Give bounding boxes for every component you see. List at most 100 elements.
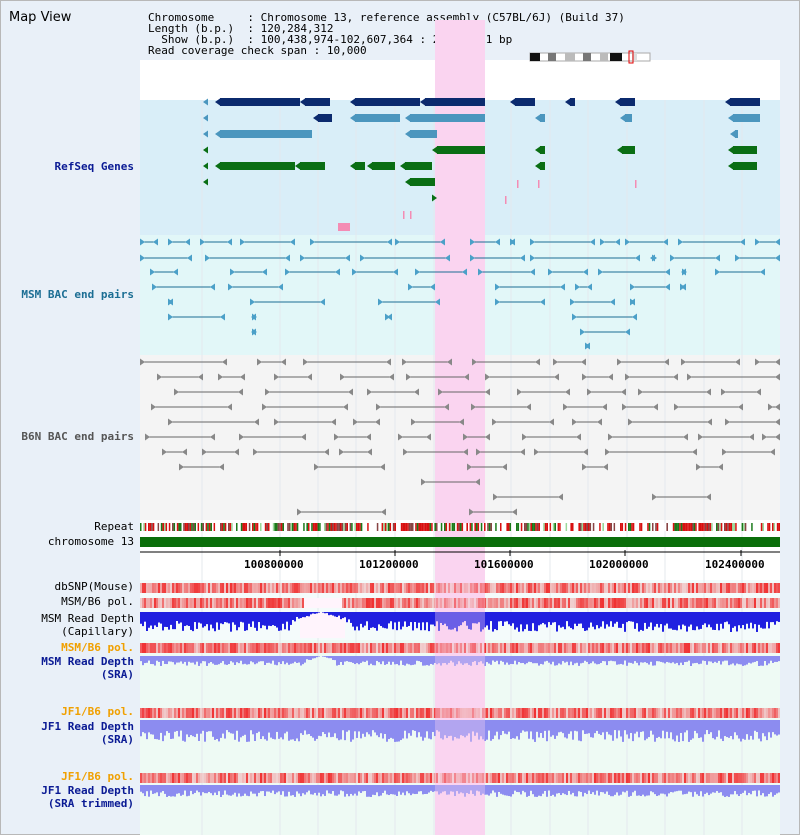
dbsnp-mark	[698, 583, 700, 593]
jf1-b6-pol-trim-mark	[298, 773, 300, 783]
jf1-b6-pol-mark	[688, 708, 690, 718]
msm-b6-pol-sra-mark	[556, 643, 558, 653]
repeat-mark	[282, 523, 284, 531]
msm-depth-sra-bar	[680, 656, 682, 663]
repeat-mark	[672, 523, 675, 531]
jf1-trim-depth-bar	[160, 785, 162, 793]
jf1-b6-pol-mark	[156, 708, 158, 718]
dbsnp-mark	[678, 583, 680, 593]
repeat-mark	[650, 523, 652, 531]
jf1-b6-pol-trim-mark	[562, 773, 564, 783]
jf1-b6-pol-mark	[614, 708, 616, 718]
msm-b6-pol-mark	[726, 598, 728, 608]
jf1-trim-depth-bar	[198, 785, 200, 793]
dbsnp-mark	[570, 583, 572, 593]
msm-depth-sra-bar	[342, 656, 344, 665]
msm-depth-sra-bar	[630, 656, 632, 663]
msm-b6-pol-sra-mark	[510, 643, 512, 653]
jf1-depth-bar	[684, 720, 686, 733]
msm-depth-cap-bar	[688, 612, 690, 627]
msm-depth-cap-bar	[398, 612, 400, 622]
msm-depth-cap-bar	[346, 612, 348, 623]
jf1-b6-pol-mark	[560, 708, 562, 718]
jf1-depth-bar	[376, 720, 378, 736]
msm-b6-pol-mark	[646, 598, 648, 608]
msm-b6-pol-mark	[144, 598, 146, 608]
repeat-mark	[671, 523, 673, 531]
msm-depth-cap-bar	[382, 612, 384, 628]
jf1-b6-pol-mark	[412, 708, 414, 718]
jf1-b6-pol-trim-mark	[516, 773, 518, 783]
repeat-mark	[453, 523, 456, 531]
jf1-depth-bar	[412, 720, 414, 731]
msm-b6-pol-sra-mark	[632, 643, 634, 653]
msm-b6-pol-mark	[562, 598, 564, 608]
jf1-depth-bar	[642, 720, 644, 732]
jf1-depth-bar	[146, 720, 148, 740]
msm-b6-pol-mark	[642, 598, 644, 608]
msm-depth-sra-bar	[326, 656, 328, 658]
jf1-b6-pol-trim-mark	[706, 773, 708, 783]
jf1-trim-depth-bar	[678, 785, 680, 791]
b6n-bac-end-marker	[673, 373, 678, 381]
msm-b6-pol-sra-mark	[274, 643, 276, 653]
jf1-trim-depth-bar	[372, 785, 374, 795]
msm-depth-sra-bar	[260, 656, 262, 662]
dbsnp-mark	[398, 583, 400, 593]
msm-depth-cap-bar	[258, 612, 260, 623]
repeat-mark	[309, 523, 312, 531]
track-label-msm-b6-pol-sra: MSM/B6 pol.	[61, 641, 134, 654]
repeat-mark	[578, 523, 580, 531]
repeat-mark	[722, 523, 724, 531]
jf1-b6-pol-trim-mark	[598, 773, 600, 783]
msm-b6-pol-sra-mark	[618, 643, 620, 653]
msm-bac-end-marker	[352, 268, 357, 276]
msm-b6-pol-sra-mark	[634, 643, 636, 653]
jf1-depth-bar	[716, 720, 718, 737]
jf1-depth-bar	[476, 720, 478, 733]
msm-b6-pol-sra-mark	[376, 643, 378, 653]
jf1-b6-pol-trim-mark	[536, 773, 538, 783]
jf1-depth-bar	[612, 720, 614, 741]
jf1-depth-bar	[590, 720, 592, 738]
msm-depth-sra-bar	[254, 656, 256, 665]
jf1-b6-pol-mark	[350, 708, 352, 718]
gene-strand-arrow	[420, 98, 425, 106]
repeat-mark	[184, 523, 187, 531]
jf1-depth-bar	[738, 720, 740, 739]
repeat-mark	[440, 523, 443, 531]
jf1-trim-depth-bar	[228, 785, 230, 796]
msm-b6-pol-sra-mark	[374, 643, 376, 653]
repeat-mark	[218, 523, 220, 531]
jf1-b6-pol-trim-mark	[740, 773, 742, 783]
msm-bac-end-marker	[530, 238, 535, 246]
msm-bac-end-marker	[530, 254, 535, 262]
jf1-trim-depth-bar	[732, 785, 734, 795]
msm-b6-pol-mark	[644, 598, 646, 608]
jf1-b6-pol-trim-mark	[668, 773, 670, 783]
jf1-trim-depth-bar	[170, 785, 172, 797]
jf1-depth-bar	[404, 720, 406, 731]
msm-depth-sra-bar	[646, 656, 648, 664]
dbsnp-mark	[660, 583, 662, 593]
msm-b6-pol-mark	[728, 598, 730, 608]
repeat-mark	[178, 523, 180, 531]
msm-depth-cap-bar	[636, 612, 638, 624]
gene-strand-arrow	[203, 162, 208, 170]
repeat-mark	[605, 523, 608, 531]
dbsnp-mark	[572, 583, 574, 593]
jf1-trim-depth-bar	[488, 785, 490, 796]
msm-b6-pol-sra-mark	[600, 643, 602, 653]
repeat-mark	[151, 523, 153, 531]
dbsnp-mark	[182, 583, 184, 593]
jf1-depth-bar	[754, 720, 756, 731]
msm-b6-pol-sra-mark	[602, 643, 604, 653]
msm-depth-cap-bar	[440, 612, 442, 623]
dbsnp-mark	[438, 583, 440, 593]
b6n-bac-end-marker	[485, 433, 490, 441]
msm-depth-cap-bar	[262, 612, 264, 626]
jf1-b6-pol-mark	[686, 708, 688, 718]
msm-b6-pol-sra-mark	[624, 643, 626, 653]
